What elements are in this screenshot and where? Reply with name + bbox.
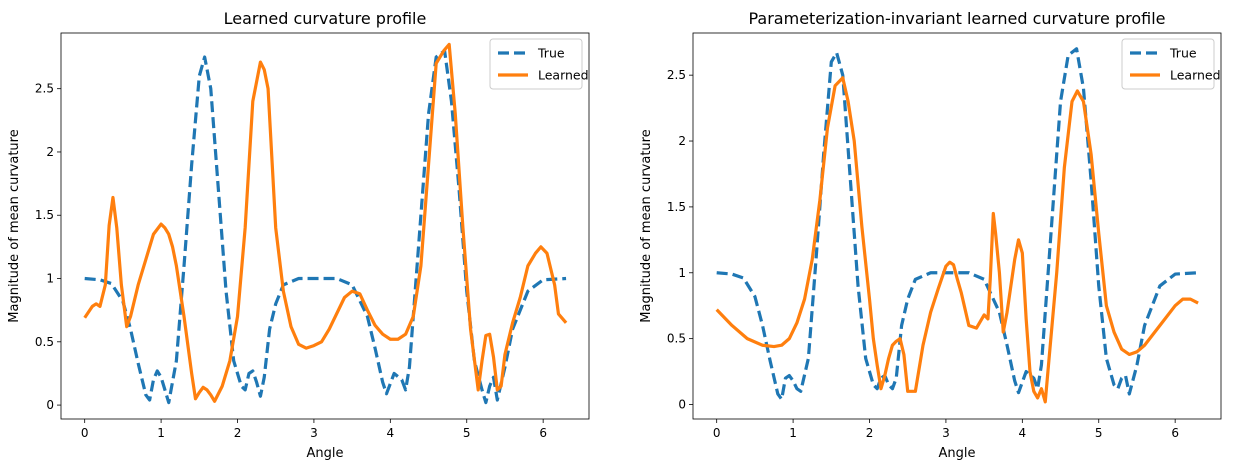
plot-area: [60, 32, 590, 420]
y-tick-label: 2.5: [667, 68, 686, 82]
x-axis-label: Angle: [939, 446, 976, 461]
x-tick-label: 5: [1095, 426, 1103, 440]
y-tick-label: 2.5: [35, 82, 54, 96]
y-tick-label: 0: [678, 398, 686, 412]
chart-panel-1: 0 1 2 3 4 5 6 0 0.5 1 1.5 2 2.5 Learned curvature pro…: [7, 9, 590, 461]
x-tick-label: 4: [387, 426, 395, 440]
legend: True Learned: [1121, 38, 1221, 90]
legend: True Learned: [489, 38, 589, 90]
series-line-learned: [83, 42, 568, 403]
legend-label-true: True: [1169, 46, 1197, 61]
y-tick-label: 1.5: [35, 208, 54, 222]
x-tick-label: 2: [866, 426, 874, 440]
legend-label-true: True: [537, 46, 565, 61]
series-line-true: [716, 47, 1199, 401]
chart-title: Learned curvature profile: [224, 9, 427, 28]
legend-label-learned: Learned: [538, 68, 589, 83]
y-tick-label: 0: [46, 398, 54, 412]
y-axis-label: Magnitude of mean curvature: [639, 129, 654, 322]
y-tick-label: 0.5: [35, 335, 54, 349]
x-tick-label: 1: [157, 426, 165, 440]
x-tick-label: 5: [463, 426, 471, 440]
y-tick-label: 1.5: [667, 200, 686, 214]
x-tick-label: 6: [539, 426, 547, 440]
chart-panel-2: 0 1 2 3 4 5 6 0 0.5 1 1.5 2 2.5 Parameterization-inva…: [639, 9, 1222, 461]
x-tick-label: 3: [942, 426, 950, 440]
legend-label-learned: Learned: [1170, 68, 1221, 83]
y-tick-label: 1: [46, 272, 54, 286]
y-tick-label: 2: [46, 145, 54, 159]
x-tick-label: 3: [310, 426, 318, 440]
y-tick-label: 1: [678, 266, 686, 280]
y-tick-label: 0.5: [667, 332, 686, 346]
plot-area: [692, 32, 1222, 420]
x-tick-label: 1: [789, 426, 797, 440]
x-tick-label: 4: [1019, 426, 1027, 440]
x-axis-label: Angle: [307, 446, 344, 461]
x-tick-label: 2: [234, 426, 242, 440]
x-tick-label: 0: [713, 426, 721, 440]
x-tick-label: 6: [1171, 426, 1179, 440]
chart-title: Parameterization-invariant learned curva…: [748, 9, 1165, 28]
x-tick-label: 0: [81, 426, 89, 440]
y-axis-label: Magnitude of mean curvature: [7, 129, 22, 322]
y-tick-label: 2: [678, 134, 686, 148]
series-line-learned: [715, 76, 1199, 404]
